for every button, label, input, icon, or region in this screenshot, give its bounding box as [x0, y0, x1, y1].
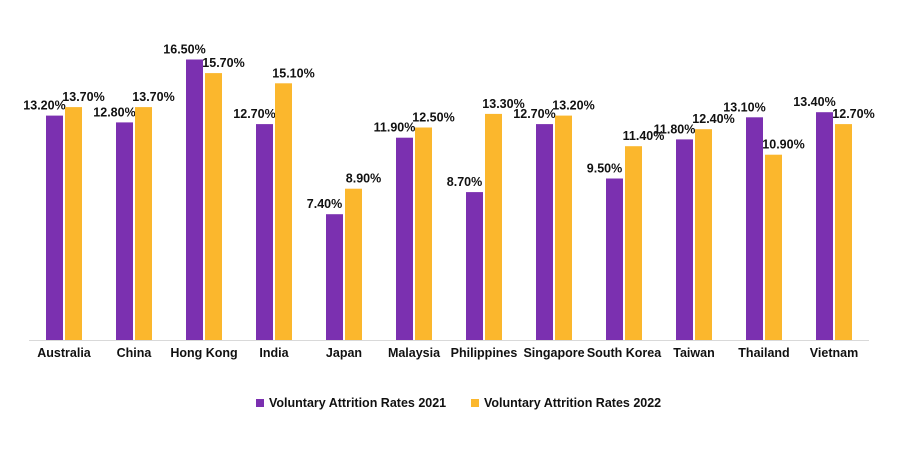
- legend-label-2022: Voluntary Attrition Rates 2022: [484, 396, 662, 410]
- data-label-2021: 13.10%: [723, 100, 765, 114]
- data-label-2022: 12.40%: [692, 112, 734, 126]
- bar-2021: [606, 178, 623, 340]
- bar-2022: [275, 83, 292, 341]
- bar-2021: [746, 117, 763, 340]
- data-label-2022: 12.50%: [412, 111, 454, 125]
- category-label: Hong Kong: [170, 346, 237, 360]
- bar-2021: [186, 59, 203, 340]
- bar-2021: [466, 192, 483, 340]
- bar-2022: [65, 107, 82, 340]
- category-label: South Korea: [587, 346, 662, 360]
- bar-2022: [555, 115, 572, 340]
- data-label-2022: 8.90%: [346, 172, 381, 186]
- data-label-2022: 11.40%: [623, 129, 665, 143]
- category-label: Japan: [326, 346, 362, 360]
- bar-2022: [695, 129, 712, 340]
- bar-2021: [396, 137, 413, 340]
- bar-2022: [205, 73, 222, 340]
- category-label: India: [259, 346, 289, 360]
- bar-2021: [46, 115, 63, 340]
- bar-2022: [765, 154, 782, 340]
- bar-2022: [485, 113, 502, 341]
- bar-2021: [676, 139, 693, 340]
- category-label: Philippines: [451, 346, 518, 360]
- bar-2021: [116, 122, 133, 341]
- data-label-2021: 11.90%: [374, 121, 416, 135]
- data-label-2021: 8.70%: [447, 175, 482, 189]
- bar-2021: [536, 124, 553, 340]
- category-label: Vietnam: [810, 346, 858, 360]
- bar-2022: [135, 107, 152, 340]
- data-label-2022: 15.10%: [272, 66, 314, 80]
- data-label-2021: 12.70%: [233, 107, 275, 121]
- legend-swatch-2022: [471, 399, 479, 407]
- legend-item-2021: Voluntary Attrition Rates 2021: [256, 396, 446, 410]
- category-label: Malaysia: [388, 346, 441, 360]
- data-label-2021: 13.40%: [793, 95, 835, 109]
- data-label-2022: 13.30%: [482, 97, 524, 111]
- category-label: Thailand: [738, 346, 789, 360]
- category-label: Singapore: [523, 346, 584, 360]
- data-label-2021: 16.50%: [163, 43, 205, 57]
- category-label: Australia: [37, 346, 92, 360]
- data-label-2021: 7.40%: [307, 197, 342, 211]
- legend-label-2021: Voluntary Attrition Rates 2021: [269, 396, 447, 410]
- data-label-2022: 13.70%: [132, 90, 174, 104]
- data-label-2021: 9.50%: [587, 162, 622, 176]
- data-label-2021: 11.80%: [654, 122, 696, 136]
- data-label-2022: 15.70%: [202, 56, 244, 70]
- data-label-2022: 12.70%: [832, 107, 874, 121]
- data-label-2021: 12.70%: [513, 107, 555, 121]
- data-label-2022: 13.70%: [62, 90, 104, 104]
- category-label: Taiwan: [673, 346, 714, 360]
- legend-swatch-2021: [256, 399, 264, 407]
- bar-2022: [835, 124, 852, 340]
- bar-2021: [816, 112, 833, 340]
- bar-2022: [345, 188, 362, 340]
- data-label-2021: 12.80%: [93, 105, 135, 119]
- category-label: China: [117, 346, 153, 360]
- bar-2021: [326, 214, 343, 340]
- bar-2022: [625, 146, 642, 340]
- bar-2021: [256, 124, 273, 340]
- data-label-2022: 13.20%: [552, 99, 594, 113]
- legend-item-2022: Voluntary Attrition Rates 2022: [471, 396, 661, 410]
- data-label-2022: 10.90%: [762, 138, 804, 152]
- data-label-2021: 13.20%: [23, 99, 65, 113]
- bar-2022: [415, 127, 432, 340]
